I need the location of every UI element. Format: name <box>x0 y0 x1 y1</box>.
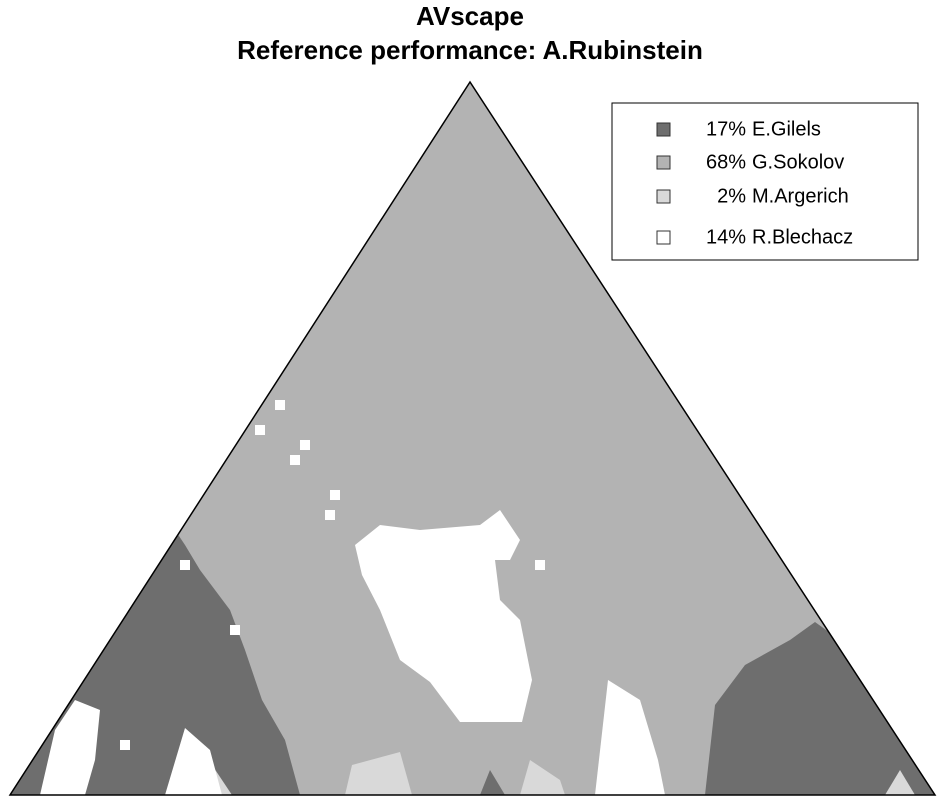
legend-value: 68% <box>706 151 746 173</box>
region <box>255 425 265 435</box>
legend-label: M.Argerich <box>752 185 849 207</box>
region <box>275 400 285 410</box>
legend: 17% E.Gilels 68% G.Sokolov 2% M.Argerich 14% R.… <box>611 102 919 261</box>
region <box>165 728 222 795</box>
chart-subtitle: Reference performance: A.Rubinstein <box>237 35 703 65</box>
legend-value: 2% <box>717 185 746 207</box>
region <box>345 752 412 795</box>
chart-title: AVscape <box>416 1 524 31</box>
legend-marker <box>656 155 671 170</box>
region <box>355 510 532 722</box>
region <box>705 622 935 795</box>
legend-marker <box>656 230 671 245</box>
region <box>300 440 310 450</box>
legend-value: 14% <box>706 226 746 248</box>
map <box>10 82 935 795</box>
region <box>290 455 300 465</box>
legend-label: R.Blechacz <box>752 226 853 248</box>
region <box>10 82 935 795</box>
region <box>230 625 240 635</box>
region <box>535 560 545 570</box>
legend-label: E.Gilels <box>752 118 821 140</box>
region <box>325 510 335 520</box>
region <box>180 560 190 570</box>
legend-label: G.Sokolov <box>752 151 844 173</box>
region <box>120 740 130 750</box>
legend-value: 17% <box>706 118 746 140</box>
region <box>330 490 340 500</box>
region <box>480 770 505 795</box>
region <box>595 680 665 795</box>
region <box>520 760 565 795</box>
triangle-outline <box>8 80 937 796</box>
legend-marker <box>656 189 671 204</box>
region <box>40 700 100 795</box>
region <box>885 770 915 795</box>
legend-marker <box>656 122 671 137</box>
